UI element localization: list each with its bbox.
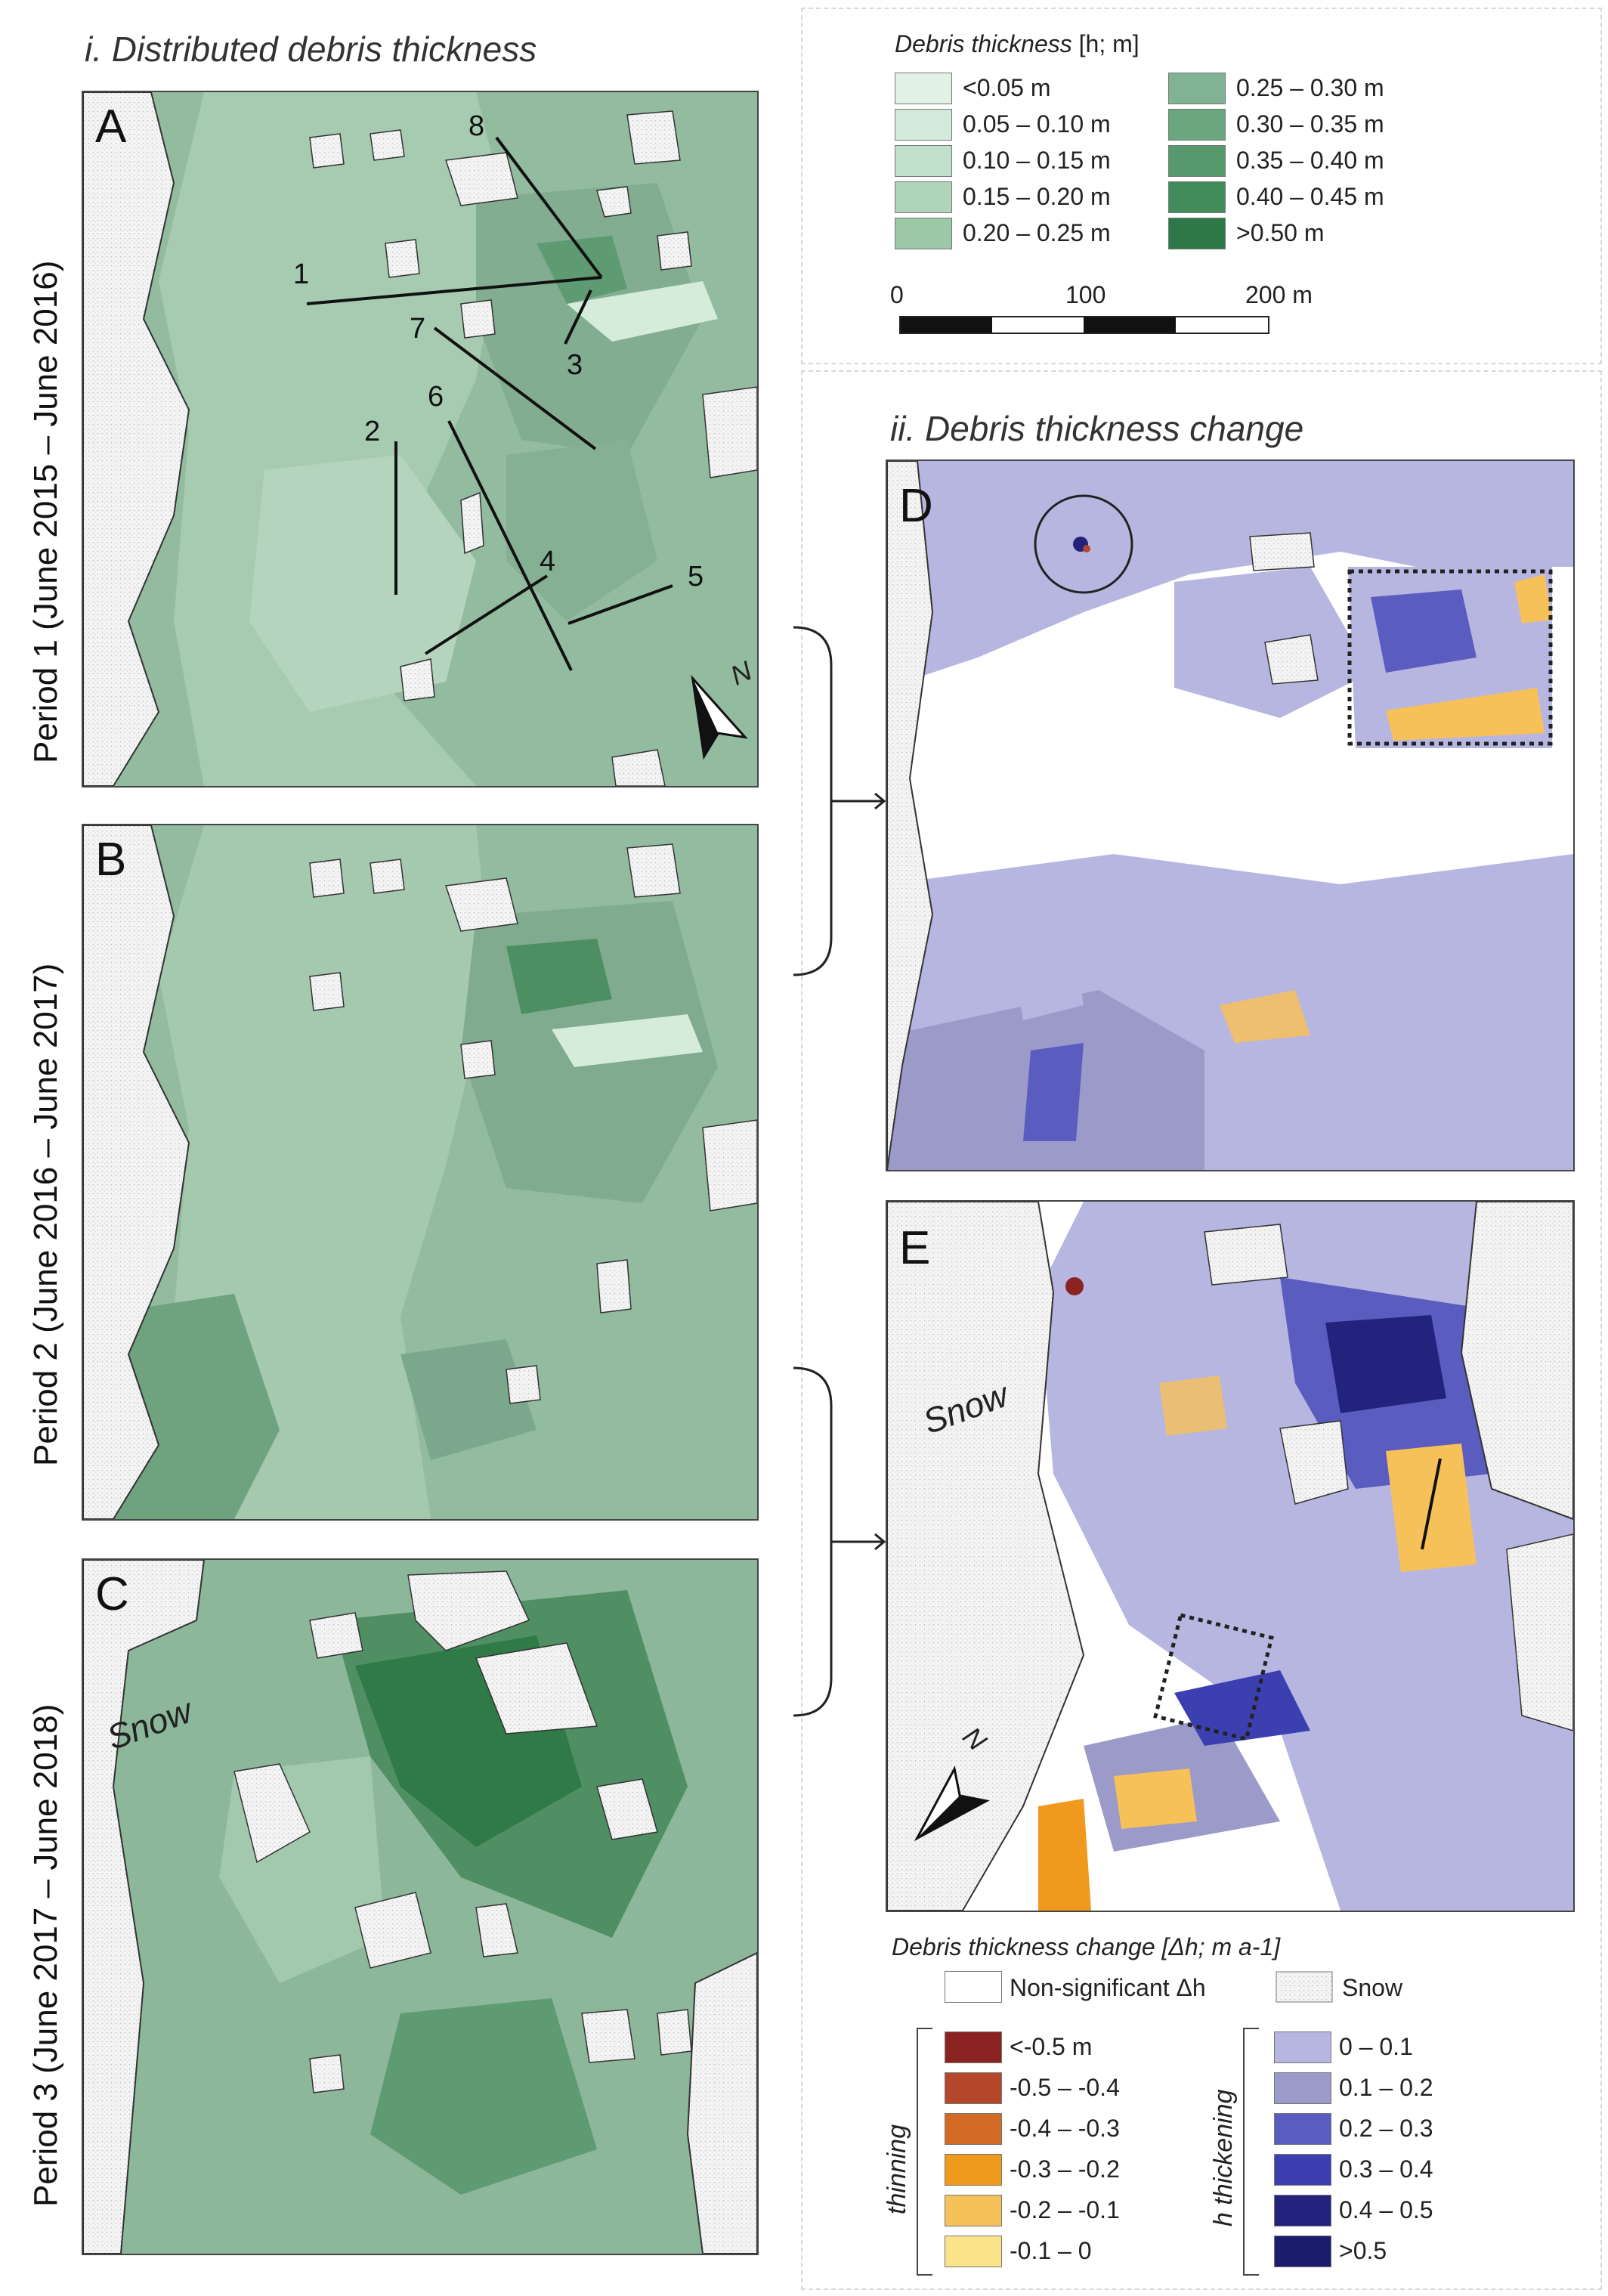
scale-label-100: 100 (1065, 281, 1106, 308)
thickening-swatch-label: 0.2 – 0.3 (1339, 2115, 1433, 2142)
line-label-3: 3 (567, 349, 583, 381)
snow-legend-label: Snow (1342, 1974, 1403, 2001)
thickening-swatch-label: 0 – 0.1 (1339, 2033, 1413, 2060)
thickness-swatch (1168, 73, 1226, 104)
thickening-swatch-label: 0.4 – 0.5 (1339, 2196, 1433, 2223)
thickening-swatch (1274, 2072, 1331, 2104)
thinning-swatch (945, 2072, 1002, 2104)
map-panel-a: A 1 2 3 4 5 6 7 8 N (82, 91, 759, 788)
thickness-swatch-label: 0.35 – 0.40 m (1236, 147, 1384, 174)
panel-letter-d: D (899, 480, 933, 532)
map-panel-b: B (82, 824, 759, 1521)
thinning-swatch (945, 2113, 1002, 2145)
thinning-swatch (945, 2154, 1002, 2186)
thinning-swatch (945, 2031, 1002, 2063)
period-connectors (793, 626, 886, 1717)
thickness-swatch-label: 0.20 – 0.25 m (963, 219, 1111, 246)
thickness-swatch-label: 0.10 – 0.15 m (963, 147, 1111, 174)
thickening-swatch-label: >0.5 (1339, 2237, 1387, 2264)
non-significant-label: Non-significant Δh (1010, 1974, 1206, 2001)
scale-label-200: 200 m (1245, 281, 1313, 308)
thickening-label: h thickening (1209, 2089, 1238, 2226)
thickness-swatch-label: 0.30 – 0.35 m (1236, 110, 1384, 138)
thickening-swatch-label: 0.3 – 0.4 (1339, 2155, 1433, 2183)
thickening-swatch (1274, 2113, 1331, 2145)
thickness-swatch-label: 0.25 – 0.30 m (1236, 74, 1384, 101)
panel-letter-c: C (95, 1568, 129, 1620)
thickness-swatch (895, 109, 952, 141)
thinning-swatch-label: -0.3 – -0.2 (1010, 2155, 1120, 2183)
thickening-brace (1243, 2028, 1259, 2276)
thickness-swatch (895, 181, 952, 213)
thickness-swatch-label: 0.05 – 0.10 m (963, 110, 1111, 138)
thickness-swatch (1168, 109, 1226, 141)
panel-letter-b: B (95, 834, 127, 886)
thickness-swatch (895, 73, 952, 104)
thickness-swatch (1168, 218, 1226, 249)
thickness-swatch (895, 145, 952, 177)
panel-letter-e: E (899, 1222, 931, 1274)
thickening-swatch (1274, 2236, 1331, 2267)
thickness-swatch-label: <0.05 m (963, 74, 1051, 101)
thinning-swatch-label: -0.5 – -0.4 (1010, 2074, 1120, 2101)
thinning-swatch-label: <-0.5 m (1010, 2033, 1093, 2060)
thickening-swatch (1274, 2154, 1331, 2186)
panel-letter-a: A (95, 101, 127, 153)
period-1-label: Period 1 (June 2015 – June 2016) (27, 260, 64, 763)
non-significant-swatch (945, 1971, 1002, 2003)
thickness-swatch (895, 218, 952, 249)
thickness-swatch-label: 0.40 – 0.45 m (1236, 183, 1384, 210)
period-2-label: Period 2 (June 2016 – June 2017) (27, 963, 64, 1466)
thickness-legend-box (801, 8, 1602, 364)
thinning-label: thinning (883, 2124, 911, 2214)
thickening-swatch (1274, 2195, 1331, 2226)
thinning-swatch-label: -0.1 – 0 (1010, 2237, 1092, 2264)
line-label-5: 5 (688, 561, 704, 593)
thinning-swatch-label: -0.4 – -0.3 (1010, 2115, 1120, 2142)
thinning-swatch (945, 2195, 1002, 2226)
thickening-swatch-label: 0.1 – 0.2 (1339, 2074, 1433, 2101)
period-3-label: Period 3 (June 2017 – June 2018) (27, 1703, 64, 2207)
thinning-swatch (945, 2236, 1002, 2267)
change-legend-title: Debris thickness change [Δh; m a-1] (892, 1933, 1281, 1960)
thickness-legend-title: Debris thickness [h; m] (895, 30, 1140, 57)
map-panel-d: D (886, 460, 1575, 1171)
thickening-swatch (1274, 2031, 1331, 2063)
thinning-brace (917, 2028, 932, 2276)
section-i-title: i. Distributed debris thickness (85, 29, 537, 69)
line-label-2: 2 (364, 416, 381, 447)
thinning-swatch-label: -0.2 – -0.1 (1010, 2196, 1120, 2223)
line-label-4: 4 (540, 546, 556, 577)
map-panel-e: E Snow N (886, 1200, 1575, 1912)
thickness-swatch-label: 0.15 – 0.20 m (963, 183, 1111, 210)
map-panel-c: C Snow (82, 1558, 759, 2255)
scale-label-0: 0 (890, 281, 904, 308)
line-label-6: 6 (428, 381, 444, 413)
line-label-1: 1 (293, 258, 310, 290)
snow-swatch (1276, 1971, 1333, 2003)
thickness-swatch (1168, 145, 1226, 177)
line-label-7: 7 (410, 313, 426, 345)
thickness-swatch (1168, 181, 1226, 213)
scale-bar (899, 316, 1269, 334)
thickness-swatch-label: >0.50 m (1236, 219, 1325, 246)
section-ii-title: ii. Debris thickness change (890, 409, 1304, 448)
line-label-8: 8 (468, 110, 485, 142)
change-section-box (801, 370, 1602, 2290)
